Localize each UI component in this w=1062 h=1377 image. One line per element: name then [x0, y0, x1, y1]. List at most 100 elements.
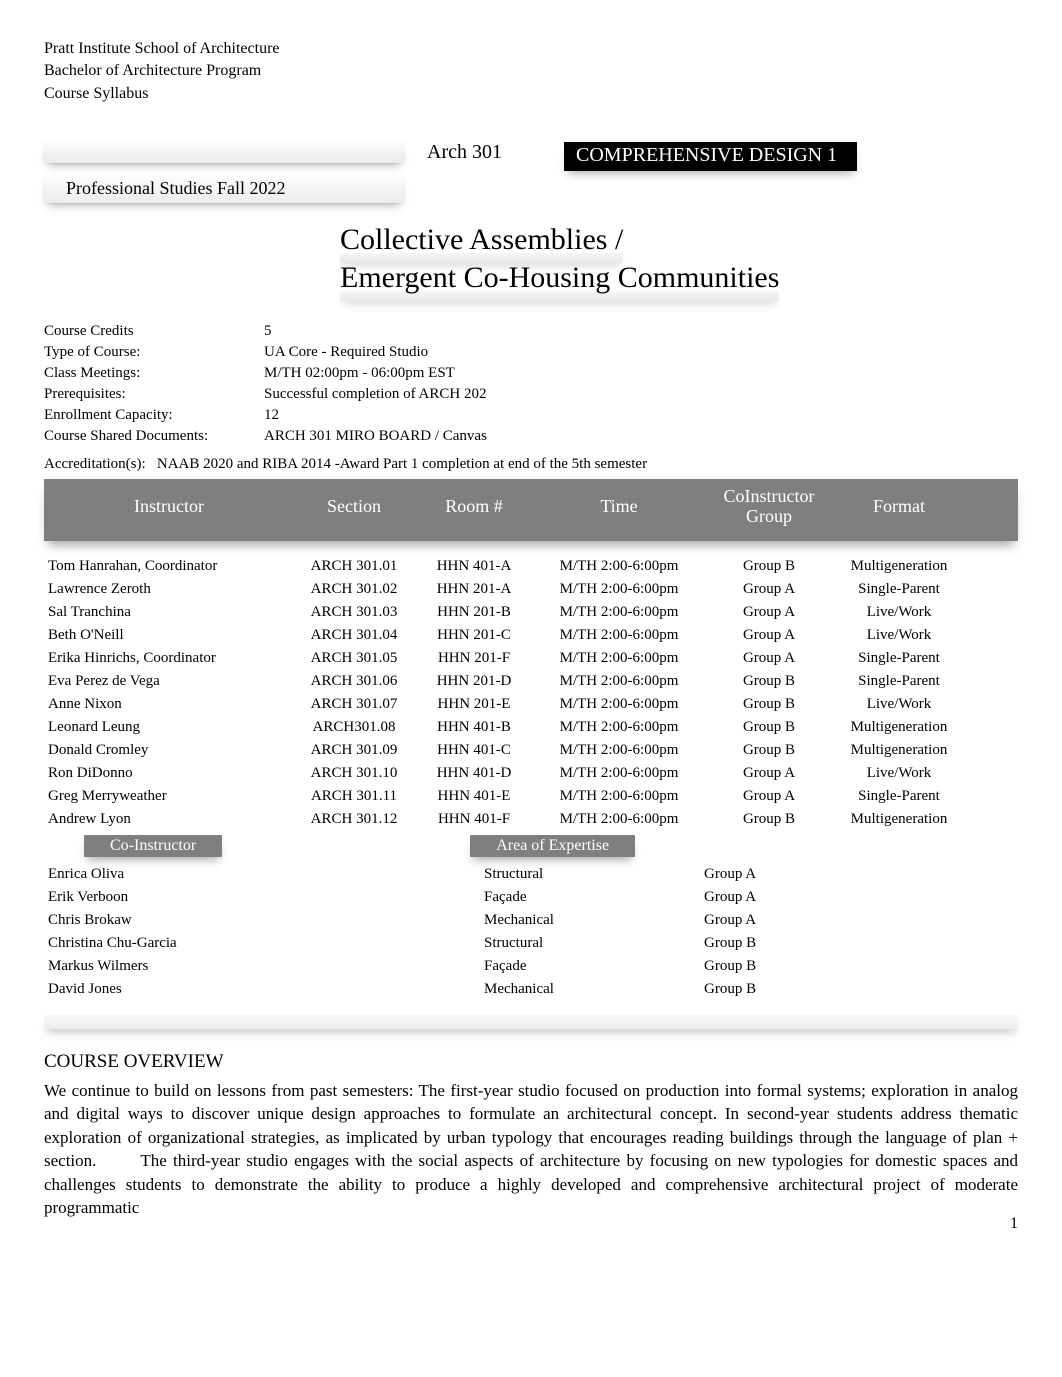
table-row: David JonesMechanicalGroup B — [44, 978, 1018, 1001]
cell-instructor: Leonard Leung — [44, 719, 294, 736]
table-row: Anne NixonARCH 301.07HHN 201-EM/TH 2:00-… — [44, 693, 1018, 716]
th-format: Format — [834, 496, 964, 517]
cell-coinstructor: Chris Brokaw — [44, 912, 484, 929]
cell-format: Single-Parent — [834, 581, 964, 598]
table-row: Erik VerboonFaçadeGroup A — [44, 886, 1018, 909]
cell-instructor: Erika Hinrichs, Coordinator — [44, 650, 294, 667]
cell-time: M/TH 2:00-6:00pm — [534, 673, 704, 690]
cell-coinstructor: Christina Chu-Garcia — [44, 935, 484, 952]
cell-group: Group B — [704, 981, 834, 998]
professional-studies-row: Professional Studies Fall 2022 — [44, 177, 1018, 203]
cell-section: ARCH 301.01 — [294, 558, 414, 575]
cell-room: HHN 201-D — [414, 673, 534, 690]
th-group-line1: CoInstructor — [724, 486, 815, 506]
cell-room: HHN 201-A — [414, 581, 534, 598]
cell-section: ARCH 301.07 — [294, 696, 414, 713]
th-group-line2: Group — [746, 506, 792, 526]
cell-group: Group A — [704, 604, 834, 621]
cell-coinstructor: Enrica Oliva — [44, 866, 484, 883]
cell-coinstructor: David Jones — [44, 981, 484, 998]
cell-group: Group B — [704, 719, 834, 736]
cell-coinstructor: Markus Wilmers — [44, 958, 484, 975]
cell-format: Live/Work — [834, 604, 964, 621]
cell-format: Multigeneration — [834, 719, 964, 736]
cell-time: M/TH 2:00-6:00pm — [534, 788, 704, 805]
table-row: Leonard LeungARCH301.08HHN 401-BM/TH 2:0… — [44, 716, 1018, 739]
cell-instructor: Andrew Lyon — [44, 811, 294, 828]
title-row: Arch 301 COMPREHENSIVE DESIGN 1 — [44, 141, 1018, 171]
header-line-3: Course Syllabus — [44, 83, 1018, 105]
page-number: 1 — [1010, 1215, 1018, 1233]
cell-group: Group A — [704, 627, 834, 644]
table-row: Christina Chu-GarciaStructuralGroup B — [44, 932, 1018, 955]
cell-instructor: Greg Merryweather — [44, 788, 294, 805]
cell-group: Group A — [704, 889, 834, 906]
table-row: Enrica OlivaStructuralGroup A — [44, 863, 1018, 886]
table-row: Donald CromleyARCH 301.09HHN 401-CM/TH 2… — [44, 739, 1018, 762]
cell-room: HHN 201-B — [414, 604, 534, 621]
cell-group: Group B — [704, 935, 834, 952]
info-enrollment-label: Enrollment Capacity: — [44, 407, 264, 424]
info-prereq: Prerequisites: Successful completion of … — [44, 384, 1018, 405]
cell-instructor: Donald Cromley — [44, 742, 294, 759]
cell-room: HHN 401-A — [414, 558, 534, 575]
cell-section: ARCH 301.12 — [294, 811, 414, 828]
cell-format: Single-Parent — [834, 673, 964, 690]
syllabus-header: Pratt Institute School of Architecture B… — [44, 38, 1018, 105]
cell-section: ARCH 301.04 — [294, 627, 414, 644]
cell-area: Mechanical — [484, 981, 704, 998]
cell-section: ARCH 301.10 — [294, 765, 414, 782]
subtitle-line-1: Collective Assemblies / — [340, 223, 623, 261]
table-row: Erika Hinrichs, CoordinatorARCH 301.05HH… — [44, 647, 1018, 670]
cell-group: Group B — [704, 958, 834, 975]
table-row: Tom Hanrahan, CoordinatorARCH 301.01HHN … — [44, 555, 1018, 578]
th-time: Time — [534, 496, 704, 517]
cell-format: Live/Work — [834, 765, 964, 782]
th-instructor: Instructor — [44, 496, 294, 517]
info-docs-value: ARCH 301 MIRO BOARD / Canvas — [264, 428, 1018, 445]
cell-area: Façade — [484, 889, 704, 906]
cell-area: Mechanical — [484, 912, 704, 929]
cell-group: Group B — [704, 673, 834, 690]
info-meetings: Class Meetings: M/TH 02:00pm - 06:00pm E… — [44, 363, 1018, 384]
cell-instructor: Eva Perez de Vega — [44, 673, 294, 690]
table-row: Sal TranchinaARCH 301.03HHN 201-BM/TH 2:… — [44, 601, 1018, 624]
info-docs: Course Shared Documents: ARCH 301 MIRO B… — [44, 426, 1018, 447]
cell-time: M/TH 2:00-6:00pm — [534, 627, 704, 644]
subtitle-line-2: Emergent Co-Housing Communities — [340, 261, 779, 299]
info-docs-label: Course Shared Documents: — [44, 428, 264, 445]
info-type-label: Type of Course: — [44, 344, 264, 361]
overview-body-b: The third-year studio engages with the s… — [44, 1151, 1018, 1217]
subtitle-block: Collective Assemblies / Emergent Co-Hous… — [44, 223, 1018, 299]
cell-time: M/TH 2:00-6:00pm — [534, 696, 704, 713]
subheader-area: Area of Expertise — [470, 835, 635, 857]
table-row: Markus WilmersFaçadeGroup B — [44, 955, 1018, 978]
course-code-bar: Arch 301 — [44, 141, 404, 171]
table-row: Chris BrokawMechanicalGroup A — [44, 909, 1018, 932]
info-credits-value: 5 — [264, 323, 1018, 340]
info-credits-label: Course Credits — [44, 323, 264, 340]
cell-time: M/TH 2:00-6:00pm — [534, 650, 704, 667]
table-row: Greg MerryweatherARCH 301.11HHN 401-EM/T… — [44, 785, 1018, 808]
cell-instructor: Beth O'Neill — [44, 627, 294, 644]
info-meetings-value: M/TH 02:00pm - 06:00pm EST — [264, 365, 1018, 382]
info-accreditation: Accreditation(s): NAAB 2020 and RIBA 201… — [44, 453, 1018, 479]
info-accreditation-value: NAAB 2020 and RIBA 2014 -Award Part 1 co… — [157, 456, 647, 472]
cell-time: M/TH 2:00-6:00pm — [534, 765, 704, 782]
cell-instructor: Lawrence Zeroth — [44, 581, 294, 598]
cell-time: M/TH 2:00-6:00pm — [534, 558, 704, 575]
cell-section: ARCH 301.02 — [294, 581, 414, 598]
info-meetings-label: Class Meetings: — [44, 365, 264, 382]
cell-section: ARCH301.08 — [294, 719, 414, 736]
cell-room: HHN 201-E — [414, 696, 534, 713]
cell-section: ARCH 301.11 — [294, 788, 414, 805]
info-enrollment-value: 12 — [264, 407, 1018, 424]
cell-group: Group B — [704, 558, 834, 575]
cell-format: Single-Parent — [834, 788, 964, 805]
cell-time: M/TH 2:00-6:00pm — [534, 742, 704, 759]
table-row: Lawrence ZerothARCH 301.02HHN 201-AM/TH … — [44, 578, 1018, 601]
cell-time: M/TH 2:00-6:00pm — [534, 581, 704, 598]
cell-group: Group B — [704, 696, 834, 713]
cell-time: M/TH 2:00-6:00pm — [534, 604, 704, 621]
coinstructor-subheader: Co-Instructor Area of Expertise — [44, 835, 1018, 857]
